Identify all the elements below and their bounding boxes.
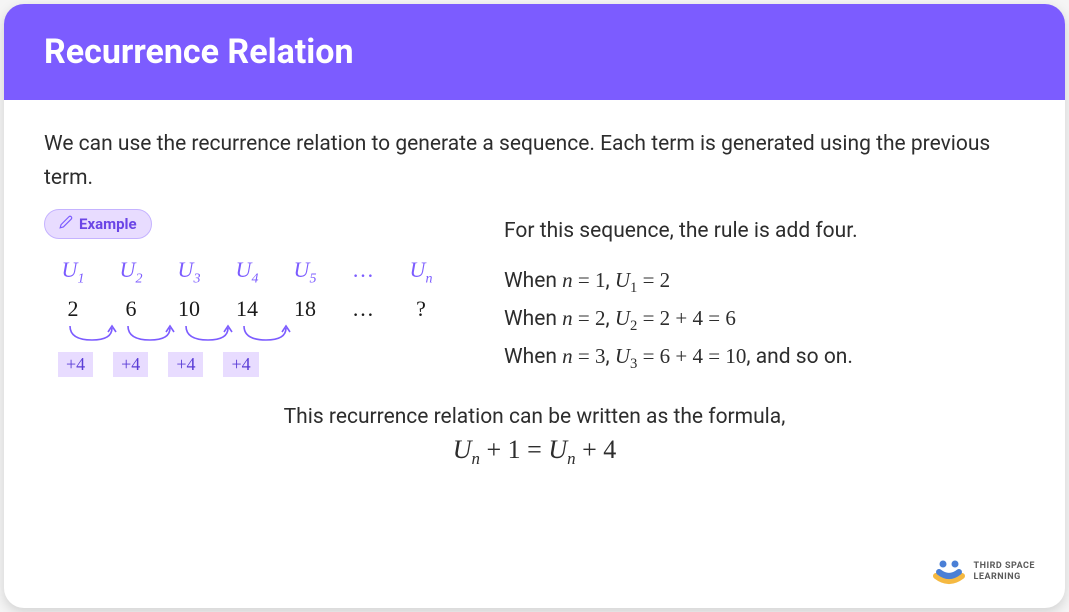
formula-u1: U: [453, 435, 472, 464]
sequence-values-row: 26101418…?: [44, 288, 474, 322]
formula-u2: U: [548, 435, 567, 464]
increment-label: +4: [223, 352, 258, 377]
formula-block: This recurrence relation can be written …: [44, 405, 1025, 469]
sequence-label-cell: U2: [102, 257, 160, 287]
sequence-label-cell: Un: [392, 257, 450, 287]
sequence-block: U1U2U3U4U5…Un 26101418…? +4 +4 +4 +4: [44, 257, 474, 376]
sequence-label-cell: …: [334, 257, 392, 287]
increment-arrow-icon: [180, 324, 238, 348]
brand-logo: THIRD SPACE LEARNING: [932, 558, 1035, 586]
content: We can use the recurrence relation to ge…: [4, 100, 1065, 489]
formula-plus4: + 4: [576, 435, 617, 464]
when-line: When n = 3, U3 = 6 + 4 = 10, and so on.: [504, 339, 1025, 377]
intro-text: We can use the recurrence relation to ge…: [44, 128, 1025, 195]
card: Recurrence Relation We can use the recur…: [4, 4, 1065, 608]
sequence-value-cell: 2: [44, 288, 102, 322]
increment-row: +4 +4 +4 +4: [44, 352, 474, 377]
increment-arrow-icon: [122, 324, 180, 348]
example-label: Example: [79, 215, 137, 233]
brand-logo-text: THIRD SPACE LEARNING: [974, 561, 1035, 583]
formula-intro: This recurrence relation can be written …: [44, 405, 1025, 429]
brand-logo-icon: [932, 558, 966, 586]
sequence-value-cell: ?: [392, 288, 450, 322]
increment-arrow-icon: [64, 324, 122, 348]
sequence-value-cell: 6: [102, 288, 160, 322]
increment-arrow-icon: [238, 324, 296, 348]
brand-line2: LEARNING: [974, 572, 1035, 583]
formula-expression: Un + 1 = Un + 4: [44, 435, 1025, 469]
increment-label: +4: [113, 352, 148, 377]
when-line: When n = 1, U1 = 2: [504, 263, 1025, 301]
pencil-icon: [59, 215, 73, 233]
arrows-row: [44, 324, 474, 348]
rule-text: For this sequence, the rule is add four.: [504, 215, 1025, 249]
header: Recurrence Relation: [4, 4, 1065, 100]
formula-u2-sub: n: [567, 449, 575, 468]
right-column: For this sequence, the rule is add four.…: [504, 209, 1025, 377]
sequence-value-cell: 18: [276, 288, 334, 322]
sequence-value-cell: 10: [160, 288, 218, 322]
sequence-value-cell: 14: [218, 288, 276, 322]
sequence-label-cell: U5: [276, 257, 334, 287]
formula-u1-sub: n: [472, 449, 480, 468]
sequence-label-cell: U4: [218, 257, 276, 287]
brand-line1: THIRD SPACE: [974, 561, 1035, 572]
example-pill: Example: [44, 209, 152, 239]
main-row: Example U1U2U3U4U5…Un 26101418…? +4+4+4+…: [44, 209, 1025, 377]
formula-plus1: + 1 =: [480, 435, 548, 464]
sequence-value-cell: …: [334, 288, 392, 322]
increment-label: +4: [58, 352, 93, 377]
page-title: Recurrence Relation: [44, 32, 1025, 72]
sequence-labels-row: U1U2U3U4U5…Un: [44, 257, 474, 287]
sequence-label-cell: U1: [44, 257, 102, 287]
when-lines: When n = 1, U1 = 2When n = 2, U2 = 2 + 4…: [504, 263, 1025, 378]
left-column: Example U1U2U3U4U5…Un 26101418…? +4+4+4+…: [44, 209, 474, 376]
increment-label: +4: [168, 352, 203, 377]
sequence-label-cell: U3: [160, 257, 218, 287]
when-line: When n = 2, U2 = 2 + 4 = 6: [504, 301, 1025, 339]
